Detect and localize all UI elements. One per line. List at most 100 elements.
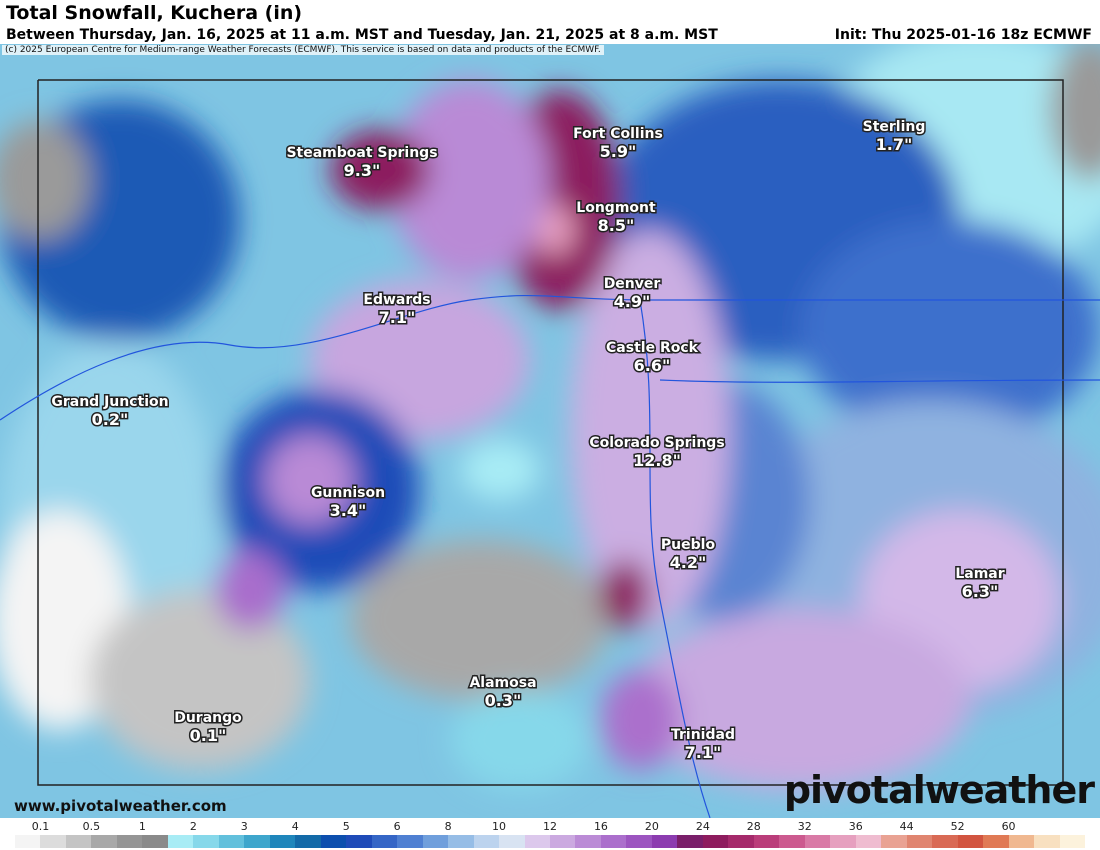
legend-swatch <box>499 835 526 848</box>
legend-swatch <box>371 835 398 848</box>
logo: pivotalweather <box>783 768 1095 812</box>
title: Total Snowfall, Kuchera (in) <box>0 0 1100 26</box>
city-value: 8.5" <box>598 216 635 235</box>
legend: 0.1 0.5 1 2 3 4 5 6 8 10 12 16 20 24 28 32 36 44 52 60 <box>0 818 1100 850</box>
city-name: Alamosa <box>469 675 536 691</box>
legend-swatch <box>397 835 424 848</box>
legend-swatch <box>932 835 959 848</box>
legend-swatch <box>550 835 576 848</box>
legend-tick: 0.1 <box>31 820 50 833</box>
legend-swatch <box>1059 835 1086 848</box>
legend-swatch <box>600 835 627 848</box>
legend-tick: 28 <box>746 820 761 833</box>
city-value: 7.1" <box>379 308 416 327</box>
legend-tick: 16 <box>593 820 608 833</box>
legend-swatch <box>524 835 551 848</box>
city-value: 0.1" <box>190 726 227 745</box>
city-name: Castle Rock <box>606 340 699 356</box>
legend-swatch <box>906 835 933 848</box>
city-value: 4.9" <box>614 292 651 311</box>
legend-swatch <box>65 835 92 848</box>
state-border <box>37 79 1064 786</box>
river <box>0 294 1100 421</box>
legend-swatch <box>295 835 322 848</box>
legend-tick: 24 <box>695 820 710 833</box>
city-name: Sterling <box>863 119 926 135</box>
legend-tick: 36 <box>848 820 863 833</box>
river <box>639 299 711 818</box>
snowfall-field <box>0 44 1100 790</box>
legend-swatch <box>346 835 373 848</box>
legend-swatch <box>1008 835 1035 848</box>
legend-swatch <box>244 835 271 848</box>
legend-swatch <box>167 835 194 848</box>
legend-tick: 60 <box>1001 820 1016 833</box>
legend-swatch <box>218 835 245 848</box>
legend-swatch <box>575 835 602 848</box>
city-value: 9.3" <box>344 161 381 180</box>
legend-swatch <box>677 835 704 848</box>
legend-tick: 3 <box>240 820 248 833</box>
city-value: 0.3" <box>485 691 522 710</box>
legend-tick: 10 <box>492 820 507 833</box>
legend-swatch <box>983 835 1010 848</box>
legend-swatch <box>753 835 780 848</box>
legend-swatch <box>1034 835 1061 848</box>
legend-swatch <box>40 835 67 848</box>
legend-swatch <box>15 835 41 848</box>
city-name: Grand Junction <box>51 394 168 410</box>
legend-swatch <box>422 835 449 848</box>
legend-tick: 2 <box>189 820 197 833</box>
website[interactable]: www.pivotalweather.com <box>14 797 227 815</box>
legend-swatch <box>855 835 882 848</box>
legend-tick: 12 <box>543 820 557 833</box>
legend-tick: 6 <box>393 820 401 833</box>
city-name: Longmont <box>576 200 656 216</box>
legend-swatch <box>779 835 806 848</box>
city-value: 6.6" <box>634 356 671 375</box>
city-value: 1.7" <box>876 135 913 154</box>
credit: (c) 2025 European Centre for Medium-rang… <box>2 45 604 55</box>
legend-swatch <box>881 835 908 848</box>
city-name: Durango <box>174 710 242 726</box>
init-time: Init: Thu 2025-01-16 18z ECMWF <box>834 27 1092 43</box>
legend-swatch <box>142 835 169 848</box>
legend-swatch <box>320 835 347 848</box>
legend-swatch <box>91 835 118 848</box>
legend-tick: 4 <box>291 820 299 833</box>
legend-tick: 52 <box>950 820 965 833</box>
city-value: 3.4" <box>330 501 367 520</box>
legend-swatch <box>702 835 729 848</box>
legend-tick: 0.5 <box>82 820 101 833</box>
legend-swatch <box>448 835 475 848</box>
legend-swatch <box>626 835 653 848</box>
city-name: Edwards <box>363 292 430 308</box>
legend-swatch <box>269 835 296 848</box>
city-name: Pueblo <box>661 537 716 553</box>
legend-tick: 1 <box>138 820 146 833</box>
legend-swatch <box>116 835 143 848</box>
city-value: 0.2" <box>92 410 129 429</box>
city-value: 7.1" <box>685 743 722 762</box>
legend-swatch <box>830 835 857 848</box>
subtitle: Between Thursday, Jan. 16, 2025 at 11 a.… <box>0 26 1100 44</box>
legend-tick: 5 <box>342 820 350 833</box>
legend-tick: 32 <box>797 820 812 833</box>
legend-swatch <box>957 835 984 848</box>
city-value: 5.9" <box>600 142 637 161</box>
legend-swatch <box>804 835 831 848</box>
city-name: Steamboat Springs <box>286 145 437 161</box>
legend-tick: 8 <box>444 820 452 833</box>
legend-swatch <box>728 835 755 848</box>
city-value: 4.2" <box>670 553 707 572</box>
city-value: 6.3" <box>962 582 999 601</box>
legend-swatch <box>473 835 500 848</box>
city-name: Gunnison <box>311 485 385 501</box>
city-name: Lamar <box>955 566 1004 582</box>
city-name: Denver <box>604 276 661 292</box>
legend-swatch <box>193 835 220 848</box>
city-name: Colorado Springs <box>589 435 724 451</box>
